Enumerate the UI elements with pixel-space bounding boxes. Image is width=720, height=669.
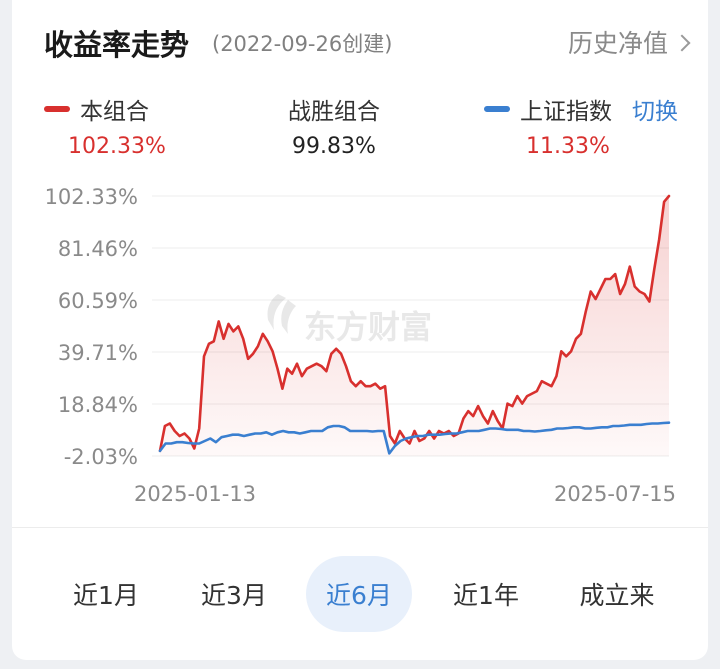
y-tick-label: 18.84% [58, 393, 138, 417]
section-divider [12, 527, 708, 528]
series-line-1 [158, 421, 671, 455]
index-line-swatch-icon [484, 106, 510, 112]
tab-1m[interactable]: 近1月 [73, 581, 139, 610]
y-tick-label: -2.03% [64, 445, 138, 469]
switch-index-button[interactable]: 切换 [632, 99, 678, 125]
created-date: (2022-09-26创建) [212, 32, 393, 56]
watermark-text: 东方财富 [304, 308, 432, 346]
y-tick-label: 39.71% [58, 341, 138, 365]
y-tick-label: 60.59% [58, 289, 138, 313]
card-header: 收益率走势 (2022-09-26创建) 历史净值 [12, 0, 708, 80]
trend-card: 收益率走势 (2022-09-26创建) 历史净值 本组合 102.33% 战胜… [12, 0, 708, 660]
legend-beat: 战胜组合 99.83% [288, 92, 380, 162]
chart-watermark: 东方财富 [267, 294, 432, 346]
portfolio-line-swatch-icon [44, 106, 70, 112]
series-line-0 [158, 194, 671, 453]
legend-index: 上证指数 切换 11.33% [484, 92, 678, 162]
x-tick-label: 2025-07-15 [554, 482, 676, 506]
beat-label: 战胜组合 [288, 99, 380, 125]
tab-3m[interactable]: 近3月 [201, 581, 267, 610]
y-tick-label: 102.33% [45, 185, 138, 209]
portfolio-return: 102.33% [68, 134, 166, 159]
beat-value: 99.83% [292, 134, 376, 159]
period-tabs: 近1月 近3月 近6月 近1年 成立来 [12, 556, 708, 632]
tab-since-inception[interactable]: 成立来 [579, 581, 655, 610]
index-label: 上证指数 [520, 99, 612, 125]
portfolio-label: 本组合 [80, 99, 149, 125]
x-tick-label: 2025-01-13 [134, 482, 256, 506]
series-area-0 [160, 196, 669, 456]
index-return: 11.33% [526, 134, 610, 159]
card-title: 收益率走势 [44, 28, 190, 62]
history-link-label: 历史净值 [567, 29, 668, 58]
tab-6m[interactable]: 近6月 [306, 556, 412, 632]
legend-portfolio: 本组合 102.33% [44, 92, 166, 162]
return-line-chart: 东方财富 102.33% 81.46% 60.59% 39.71% 18.84% -2.0… [45, 185, 676, 506]
tab-1y[interactable]: 近1年 [453, 581, 519, 610]
history-nav-link[interactable]: 历史净值 [567, 24, 691, 60]
y-tick-label: 81.46% [58, 237, 138, 261]
